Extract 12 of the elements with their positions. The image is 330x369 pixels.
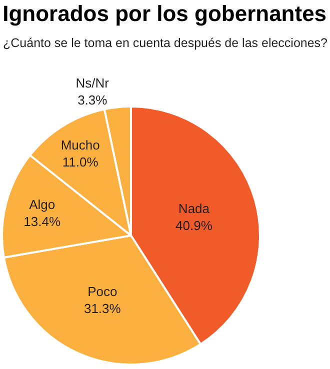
data-label: 11.0% bbox=[62, 154, 99, 170]
slice-label: Mucho bbox=[60, 138, 100, 153]
data-label: 3.3% bbox=[78, 92, 108, 108]
data-label: 13.4% bbox=[24, 214, 61, 229]
chart-subtitle: ¿Cuánto se le toma en cuenta después de las elecciones? bbox=[3, 36, 328, 50]
chart-title: Ignorados por los gobernantes bbox=[2, 0, 327, 26]
slice-label: Algo bbox=[29, 196, 56, 212]
data-label: 40.9% bbox=[176, 218, 213, 233]
data-label: 31.3% bbox=[84, 300, 122, 316]
slice-label: Poco bbox=[88, 284, 118, 299]
slice-label: Nada bbox=[178, 201, 210, 216]
slice-label: Ns/Nr bbox=[76, 75, 110, 90]
